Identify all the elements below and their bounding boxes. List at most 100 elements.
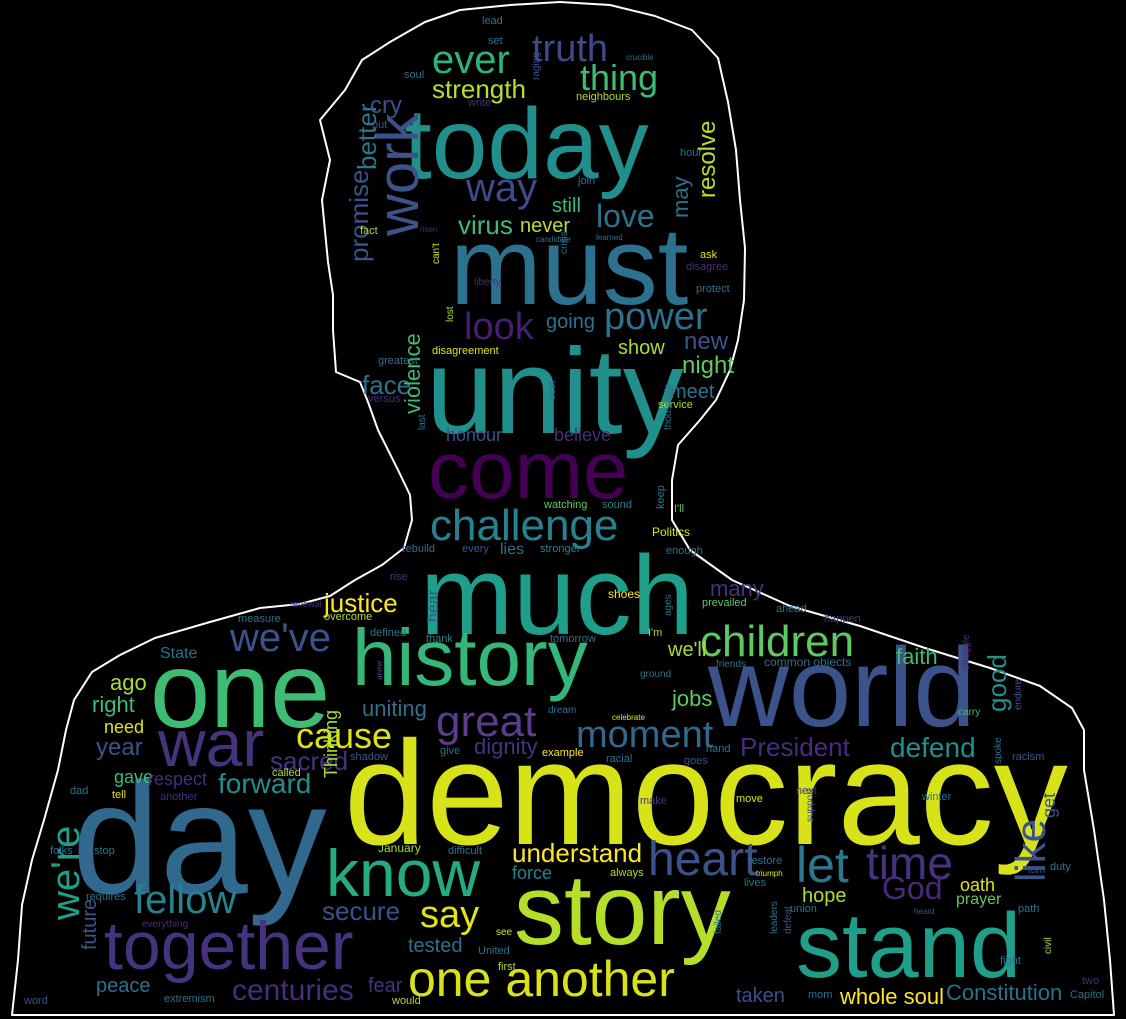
word-power: power <box>604 296 708 338</box>
word-cry: cry <box>370 92 402 119</box>
word-thousands: thousands <box>663 383 674 430</box>
word-ages: ages <box>663 594 674 616</box>
word-know: know <box>326 836 481 910</box>
word-stand: stand <box>796 895 1022 997</box>
word-war: war <box>158 706 265 780</box>
word-carry: carry <box>958 707 981 718</box>
word-understand: understand <box>512 838 643 868</box>
silhouette-shape <box>11 1 1115 1016</box>
word-anew: anew <box>375 660 384 680</box>
word-together: together <box>104 908 354 984</box>
word-come: come <box>428 425 629 516</box>
word-measure: measure <box>238 613 281 625</box>
word-tested: tested <box>408 935 463 957</box>
word-celebrate: celebrate <box>612 713 645 722</box>
word-respect: respect <box>148 769 208 789</box>
word-president: President <box>740 732 850 762</box>
word-lead: lead <box>482 15 503 27</box>
word-right: right <box>92 692 135 717</box>
word-hand: hand <box>706 743 731 755</box>
word-shadow: shadow <box>350 751 388 763</box>
word-another: another <box>160 791 198 803</box>
word-still: still <box>552 195 581 217</box>
word-truth: truth <box>532 28 609 70</box>
word-give: give <box>440 745 461 757</box>
word-dad: dad <box>70 785 89 797</box>
word-mom: mom <box>808 989 833 1001</box>
word-gave: gave <box>114 767 154 787</box>
word-time: time <box>866 837 953 889</box>
word-dream: dream <box>548 705 577 716</box>
word-sacred: sacred <box>270 746 349 776</box>
word-soul: soul <box>404 69 425 81</box>
word-sound: sound <box>602 499 632 511</box>
word-violence: violence <box>400 333 425 414</box>
word-thing: thing <box>580 57 659 98</box>
word-every: every <box>462 543 489 555</box>
word-well: we'll <box>668 639 707 661</box>
word-god: God <box>882 870 943 906</box>
word-raging: raging <box>531 52 542 80</box>
word-versus: versus <box>368 393 401 405</box>
word-love: love <box>596 198 655 234</box>
word-liberty: liberty <box>474 277 501 288</box>
word-shoes: shoes <box>608 587 641 601</box>
word-promise: promise <box>344 169 374 262</box>
word-get: get <box>1039 792 1059 818</box>
word-uniting: uniting <box>362 696 427 721</box>
word-defend: defend <box>890 732 976 763</box>
word-candidate: candidate <box>536 235 571 244</box>
word-history: history <box>352 613 588 702</box>
word-greatest: greatest <box>378 355 418 367</box>
word-never: never <box>520 215 571 237</box>
word-learned: learned <box>596 233 623 242</box>
word-force: force <box>512 863 553 883</box>
word-endure: endure <box>1013 678 1024 710</box>
word-everything: everything <box>142 919 189 930</box>
word-stop: stop <box>94 845 115 857</box>
word-lost: lost <box>445 306 456 322</box>
word-ago: ago <box>110 670 147 695</box>
word-called: called <box>272 767 301 779</box>
word-forward: forward <box>218 768 312 799</box>
word-im: I'm <box>648 627 663 639</box>
word-fellow: fellow <box>134 878 237 922</box>
word-set: set <box>488 35 503 47</box>
word-support: support <box>805 788 816 822</box>
word-disagree: disagree <box>686 261 729 273</box>
word-spoke: spoke <box>993 737 1004 764</box>
word-good: good <box>982 654 1012 712</box>
word-honour: honour <box>446 425 503 445</box>
word-crucible: crucible <box>626 53 654 62</box>
word-leaders: leaders <box>769 901 780 934</box>
word-constitution: Constitution <box>946 980 1063 1005</box>
word-future: future <box>79 898 101 950</box>
word-put: put <box>372 119 388 131</box>
word-protect: protect <box>696 283 730 295</box>
word-may: may <box>668 176 693 218</box>
word-would: would <box>392 995 421 1007</box>
word-folks: folks <box>50 845 73 857</box>
word-duty: duty <box>1050 861 1071 873</box>
word-jobs: jobs <box>672 686 713 711</box>
word-politics: Politics <box>652 525 691 539</box>
word-last: last <box>417 414 428 430</box>
word-year: year <box>96 734 143 761</box>
word-always: always <box>610 867 644 879</box>
word-risen: risen <box>420 225 438 234</box>
word-justice: justice <box>324 588 398 618</box>
word-move: move <box>736 793 763 805</box>
word-heard: heard <box>914 907 935 916</box>
word-join: join <box>578 175 596 187</box>
word-friends: friends <box>716 659 747 670</box>
word-one: one <box>150 629 331 750</box>
word-racial: racial <box>606 753 633 765</box>
word-prevailed: prevailed <box>702 597 747 609</box>
word-look: look <box>464 306 534 348</box>
word-path: path <box>1018 903 1040 915</box>
word-next: next <box>796 785 817 797</box>
word-capitol: Capitol <box>1070 989 1105 1001</box>
word-triumph: triumph <box>756 869 783 878</box>
